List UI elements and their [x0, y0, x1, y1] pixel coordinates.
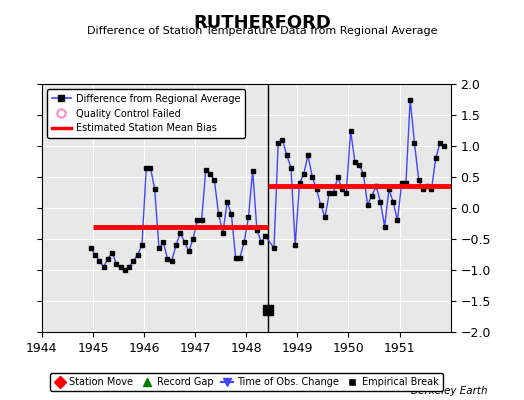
- Text: Difference of Station Temperature Data from Regional Average: Difference of Station Temperature Data f…: [87, 26, 437, 36]
- Legend: Station Move, Record Gap, Time of Obs. Change, Empirical Break: Station Move, Record Gap, Time of Obs. C…: [50, 373, 443, 391]
- Text: RUTHERFORD: RUTHERFORD: [193, 14, 331, 32]
- Legend: Difference from Regional Average, Quality Control Failed, Estimated Station Mean: Difference from Regional Average, Qualit…: [47, 89, 245, 138]
- Text: Berkeley Earth: Berkeley Earth: [411, 386, 487, 396]
